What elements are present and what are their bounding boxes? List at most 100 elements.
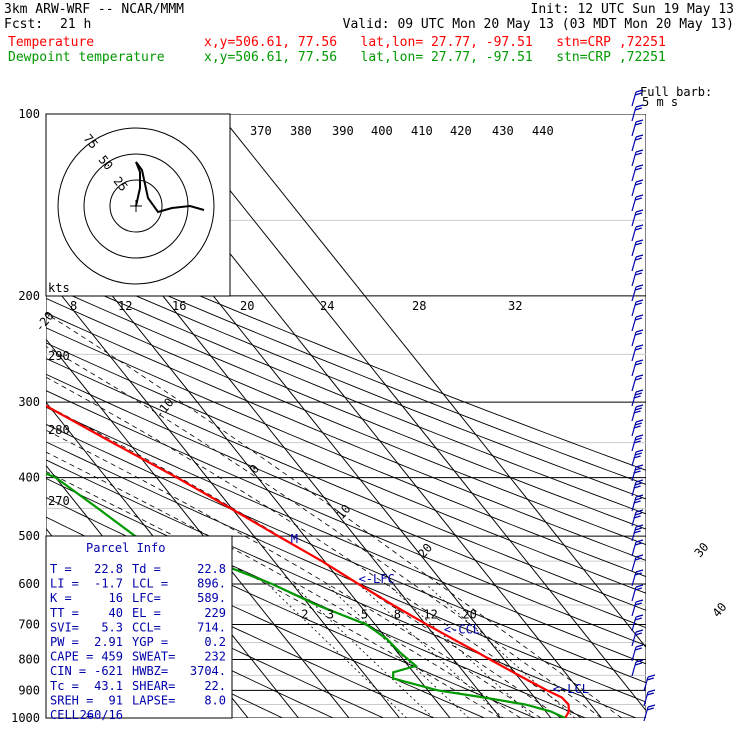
wind-barb-flag — [635, 479, 644, 483]
parcel-info-label: SWEAT= — [132, 650, 175, 664]
wind-barb-flag — [646, 707, 654, 711]
init-time: Init: 12 UTC Sun 19 May 13 — [530, 2, 735, 17]
parcel-info-label: LCL = — [132, 577, 168, 591]
wind-barb-flag — [633, 530, 641, 534]
parcel-info-value: 43.1 — [94, 679, 123, 693]
wind-barb-flag — [635, 419, 644, 423]
wind-barb-flag — [635, 374, 644, 378]
valid-time: Valid: 09 UTC Mon 20 May 13 (03 MDT Mon … — [342, 17, 734, 32]
mixing-ratio-line — [267, 583, 407, 718]
wind-barb-flag — [634, 512, 642, 516]
wind-barb — [631, 601, 637, 617]
wind-barb-flag — [635, 224, 644, 228]
dry-adiabat-line — [46, 342, 646, 594]
wind-barb — [631, 631, 637, 647]
level-marker: <-LFC — [359, 572, 395, 586]
parcel-info-value: 232 — [204, 650, 226, 664]
theta-label: 420 — [450, 124, 472, 138]
speed-tick-label: 28 — [412, 299, 426, 313]
wind-barb-flag — [634, 347, 642, 351]
parcel-info-value: 16 — [109, 591, 123, 605]
wind-barb-flag — [634, 212, 642, 216]
wind-barb-flag — [634, 92, 642, 96]
wind-barb — [631, 391, 637, 407]
isotherm-label: 20 — [415, 541, 435, 561]
wind-barbs — [631, 89, 656, 722]
wind-barb-flag — [634, 287, 642, 291]
pressure-tick-label: 200 — [18, 289, 40, 303]
wind-barb-flag — [634, 452, 642, 456]
wind-barb — [631, 511, 637, 527]
theta-label: 370 — [250, 124, 272, 138]
wind-barb-flag — [634, 257, 642, 261]
wind-barb-flag — [635, 614, 644, 618]
wind-barb-flag — [635, 509, 644, 513]
mixing-ratio-line — [358, 583, 504, 718]
wind-barb-flag — [634, 392, 642, 396]
dewpoint-legend: Dewpoint temperature — [8, 50, 165, 65]
pressure-tick-label: 400 — [18, 471, 40, 485]
level-marker: <-LCL — [553, 682, 589, 696]
wind-barb-flag — [647, 674, 656, 678]
dry-adiabat-line — [46, 283, 646, 530]
pressure-tick-label: 500 — [18, 529, 40, 543]
dry-adiabat-line — [46, 441, 646, 703]
mixing-ratio-label: 20 — [462, 608, 476, 622]
parcel-info-value: 91 — [109, 693, 123, 707]
wind-barb-flag — [634, 557, 642, 561]
parcel-info-label: CELL = — [50, 708, 93, 722]
wind-barb — [631, 481, 637, 497]
wind-barb-flag — [634, 182, 642, 186]
parcel-info-label: EL = — [132, 606, 161, 620]
wind-barb-flag — [633, 410, 641, 414]
wind-barb — [631, 466, 637, 482]
isotherm-label: -10 — [152, 395, 177, 421]
wind-barb-flag — [633, 500, 641, 504]
wind-barb-flag — [634, 482, 642, 486]
wind-barb-flag — [634, 407, 642, 411]
isotherm-line — [168, 114, 646, 712]
dry-adiabat-line — [46, 579, 334, 718]
parcel-info-label: LAPSE= — [132, 693, 175, 707]
wind-barb-flag — [634, 602, 642, 606]
wind-barb-flag — [635, 644, 644, 648]
wind-barb-flag — [635, 254, 644, 258]
dry-adiabat-line — [46, 269, 646, 515]
moist-adiabat-line — [46, 345, 602, 718]
isotherm-label: 10 — [334, 502, 354, 522]
theta-label: 400 — [371, 124, 393, 138]
wind-barb-flag — [635, 434, 644, 438]
isotherm-line — [46, 338, 350, 718]
wind-barb-flag — [635, 269, 644, 273]
wind-barb-flag — [635, 494, 644, 498]
wind-barb — [631, 376, 637, 392]
dry-adiabat-line — [46, 297, 646, 546]
wind-barb-flag — [634, 437, 642, 441]
wind-barb-flag — [634, 137, 642, 141]
dry-adiabat-line — [46, 406, 646, 665]
wind-barb-flag — [635, 104, 644, 108]
parcel-info-label: Tc = — [50, 679, 79, 693]
barb-legend-units: 5 m s — [642, 95, 678, 109]
parcel-info-value: 459 — [101, 650, 123, 664]
wind-barb-flag — [635, 389, 644, 393]
hodograph-frame — [45, 113, 231, 297]
wind-barb — [631, 286, 637, 302]
wind-barb — [631, 331, 637, 347]
wind-barb — [631, 151, 637, 167]
wind-barb — [631, 361, 637, 377]
pressure-tick-label: 300 — [18, 395, 40, 409]
wind-barb — [631, 316, 637, 332]
parcel-info-label: LI = — [50, 577, 79, 591]
wind-barb-flag — [634, 572, 642, 576]
parcel-info-value: -1.7 — [94, 577, 123, 591]
temperature-location: x,y=506.61, 77.56 lat,lon= 27.77, -97.51… — [204, 35, 666, 50]
wind-barb-flag — [635, 239, 644, 243]
mixing-ratio-line — [425, 583, 576, 718]
wind-barb-flag — [647, 704, 656, 708]
wind-barb — [631, 136, 637, 152]
wind-barb-flag — [633, 455, 641, 459]
wind-barb-flag — [635, 314, 644, 318]
theta-label: 430 — [492, 124, 514, 138]
